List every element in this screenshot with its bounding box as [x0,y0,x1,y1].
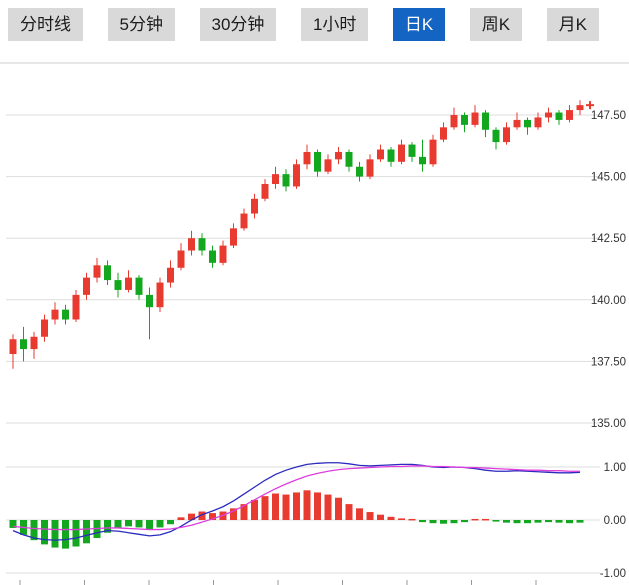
timeframe-tabbar: 分时线 5分钟 30分钟 1小时 日K 周K 月K [0,0,629,41]
tab-30min[interactable]: 30分钟 [199,8,277,41]
macd-axis-label: -1.00 [600,568,626,580]
price-axis-label: 137.50 [591,356,626,368]
last-price-marker [586,101,594,110]
gridlines [6,114,600,574]
tab-weekly-k[interactable]: 周K [469,8,523,41]
macd-axis-label: 1.00 [604,462,626,474]
tab-1hour[interactable]: 1小时 [300,8,369,41]
macd-axis-label: 0.00 [604,515,626,527]
price-axis-label: 145.00 [591,172,626,184]
candlestick-series [9,100,584,369]
macd-dif-line [12,462,581,541]
tab-timeline[interactable]: 分时线 [8,8,83,41]
tab-5min[interactable]: 5分钟 [107,8,175,41]
price-axis-label: 140.00 [591,295,626,307]
x-axis-ticks [19,580,537,585]
tab-monthly-k[interactable]: 月K [546,8,599,41]
macd-dea-line [12,465,580,531]
price-axis-label: 147.50 [591,110,626,122]
axis-labels: 147.50 145.00 142.50 140.00 137.50 135.00 1.00… [591,110,626,580]
price-axis-label: 135.00 [591,418,626,430]
price-axis-label: 142.50 [591,233,626,245]
macd-histogram [9,490,584,549]
tab-daily-k[interactable]: 日K [392,8,446,41]
macd-lines [12,462,581,541]
